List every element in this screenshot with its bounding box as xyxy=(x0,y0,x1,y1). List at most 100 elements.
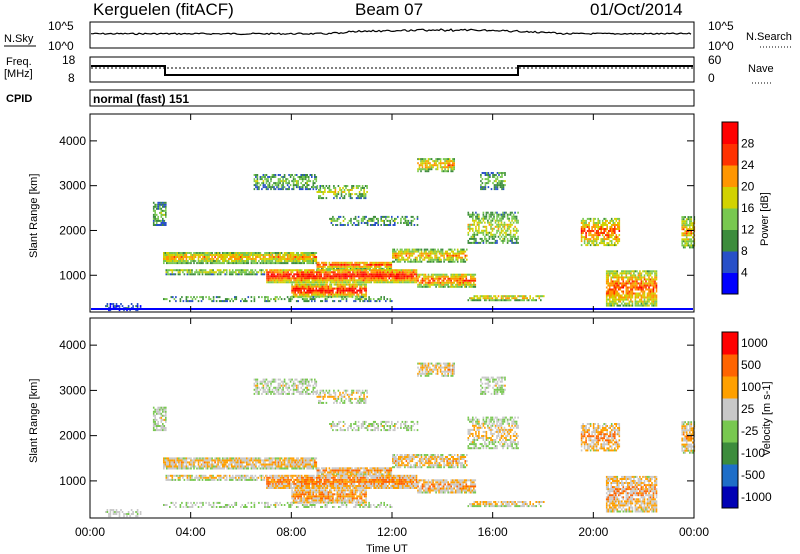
echo-cell xyxy=(607,276,609,279)
echo-cell xyxy=(317,295,319,298)
echo-cell xyxy=(386,263,388,266)
echo-cell xyxy=(414,271,416,274)
echo-cell xyxy=(309,289,312,292)
echo-cell xyxy=(284,281,286,284)
echo-cell xyxy=(521,297,524,300)
echo-cell xyxy=(335,277,338,280)
echo-cell xyxy=(398,250,400,253)
echo-cell xyxy=(291,283,293,286)
echo-cell xyxy=(276,271,279,274)
echo-cell xyxy=(500,221,503,224)
echo-cell xyxy=(441,283,443,286)
echo-cell xyxy=(451,164,454,167)
echo-cell xyxy=(224,300,227,303)
echo-cell xyxy=(605,278,608,281)
echo-cell xyxy=(178,461,180,464)
echo-cell xyxy=(301,174,304,176)
echo-cell xyxy=(461,252,464,255)
echo-cell xyxy=(255,180,257,183)
echo-cell xyxy=(488,297,491,300)
echo-cell xyxy=(605,272,608,275)
echo-cell xyxy=(309,260,312,262)
echo-cell xyxy=(361,185,364,187)
echo-cell xyxy=(431,260,433,263)
echo-cell xyxy=(358,267,361,270)
echo-cell xyxy=(353,283,355,286)
echo-cell xyxy=(320,269,323,272)
echo-cell xyxy=(630,278,632,281)
echo-cell xyxy=(445,160,448,163)
echo-cell xyxy=(417,254,420,257)
echo-cell xyxy=(197,254,200,256)
echo-cell xyxy=(241,258,244,260)
echo-cell xyxy=(598,234,601,237)
echo-cell xyxy=(301,188,304,191)
echo-cell xyxy=(610,280,612,283)
echo-cell xyxy=(681,232,683,235)
echo-cell xyxy=(625,288,628,291)
echo-cell xyxy=(363,289,366,292)
echo-cell xyxy=(182,459,185,462)
echo-cell xyxy=(276,275,279,278)
echo-cell xyxy=(277,182,280,185)
echo-cell xyxy=(220,463,222,466)
echo-cell xyxy=(433,283,436,286)
echo-cell xyxy=(400,279,403,282)
echo-cell xyxy=(217,465,219,468)
echo-cell xyxy=(687,232,690,235)
echo-cell xyxy=(318,287,321,290)
echo-cell xyxy=(594,234,596,237)
echo-cell xyxy=(400,273,403,276)
echo-cell xyxy=(425,256,427,259)
echo-cell xyxy=(304,295,307,298)
echo-cell xyxy=(311,273,314,276)
echo-cell xyxy=(652,302,655,305)
echo-cell xyxy=(164,256,167,258)
echo-cell xyxy=(390,267,393,270)
echo-cell xyxy=(379,281,381,284)
echo-cell xyxy=(335,295,337,298)
echo-cell xyxy=(317,289,319,292)
echo-cell xyxy=(277,174,280,176)
echo-cell xyxy=(404,219,407,222)
echo-cell xyxy=(344,287,346,290)
echo-cell xyxy=(135,309,137,312)
echo-cell xyxy=(295,295,298,298)
echo-cell xyxy=(526,299,528,302)
echo-cell xyxy=(297,300,299,303)
echo-cell xyxy=(337,191,340,193)
echo-cell xyxy=(610,294,612,297)
echo-cell xyxy=(340,279,342,282)
echo-cell xyxy=(314,178,316,181)
echo-cell xyxy=(645,300,647,303)
echo-cell xyxy=(175,465,177,468)
echo-cell xyxy=(323,293,325,296)
echo-cell xyxy=(616,270,619,273)
echo-cell xyxy=(509,239,512,242)
echo-cell xyxy=(491,223,494,226)
echo-cell xyxy=(167,459,170,462)
echo-cell xyxy=(167,269,169,272)
echo-cell xyxy=(218,273,220,276)
echo-cell xyxy=(390,261,393,264)
echo-cell xyxy=(307,300,310,303)
echo-cell xyxy=(338,283,340,286)
echo-cell xyxy=(266,281,268,284)
echo-cell xyxy=(264,186,266,189)
echo-cell xyxy=(505,231,507,234)
echo-cell xyxy=(368,298,370,301)
echo-cell xyxy=(497,295,500,298)
echo-cell xyxy=(175,461,177,464)
echo-cell xyxy=(406,224,408,226)
echo-cell xyxy=(370,275,372,278)
echo-cell xyxy=(338,287,340,290)
echo-cell xyxy=(389,265,391,268)
echo-cell xyxy=(388,215,390,218)
echo-cell xyxy=(239,273,242,276)
echo-cell xyxy=(500,227,503,230)
echo-cell xyxy=(648,284,650,287)
echo-cell xyxy=(276,262,278,265)
echo-cell xyxy=(389,263,391,266)
echo-cell xyxy=(326,279,329,282)
echo-cell xyxy=(306,271,309,274)
